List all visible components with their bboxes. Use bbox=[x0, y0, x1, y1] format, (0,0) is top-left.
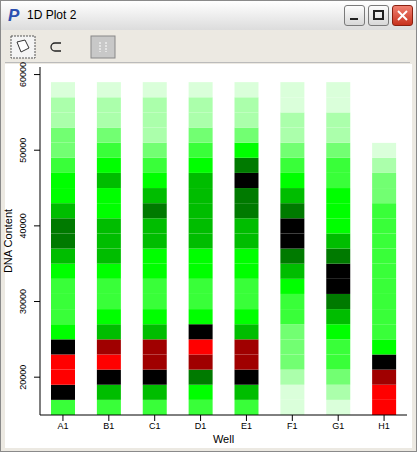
svg-text:20000: 20000 bbox=[18, 365, 28, 390]
svg-text:50000: 50000 bbox=[18, 138, 28, 163]
svg-text:DNA Content: DNA Content bbox=[8, 209, 14, 273]
svg-text:A1: A1 bbox=[57, 421, 68, 431]
svg-text:60000: 60000 bbox=[18, 62, 28, 87]
svg-text:40000: 40000 bbox=[18, 213, 28, 238]
svg-text:30000: 30000 bbox=[18, 289, 28, 314]
svg-text:H1: H1 bbox=[378, 421, 390, 431]
svg-text:P: P bbox=[8, 6, 20, 25]
svg-text:B1: B1 bbox=[103, 421, 114, 431]
svg-text:E1: E1 bbox=[241, 421, 252, 431]
svg-text:Well: Well bbox=[213, 433, 234, 445]
svg-text:C1: C1 bbox=[149, 421, 161, 431]
svg-text:G1: G1 bbox=[332, 421, 344, 431]
svg-text:D1: D1 bbox=[195, 421, 207, 431]
svg-text:F1: F1 bbox=[287, 421, 298, 431]
html-text:1D Plot 2: 1D Plot 2 bbox=[27, 8, 77, 22]
